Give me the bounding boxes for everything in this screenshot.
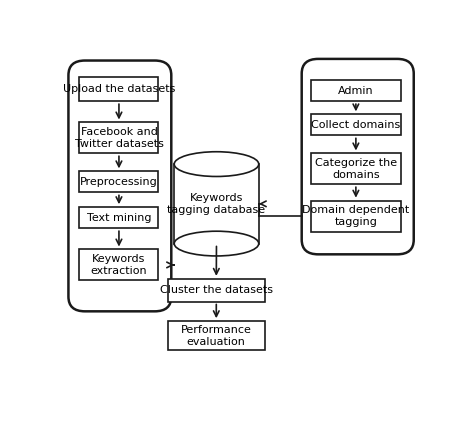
Text: Performance
evaluation: Performance evaluation [181,325,252,346]
Text: Facebook and
Twitter datasets: Facebook and Twitter datasets [74,127,164,149]
Text: Upload the datasets: Upload the datasets [63,84,175,94]
Text: Collect domains: Collect domains [311,120,401,130]
Bar [80,207,158,228]
Bar [174,164,259,244]
Text: Cluster the datasets: Cluster the datasets [160,285,273,295]
FancyBboxPatch shape [68,60,171,311]
Text: Preprocessing: Preprocessing [80,177,158,187]
Bar [311,201,401,231]
Text: Admin: Admin [338,86,374,96]
Text: Domain dependent
tagging: Domain dependent tagging [302,205,410,227]
Bar [80,122,158,154]
Bar [80,77,158,101]
FancyBboxPatch shape [301,59,414,254]
Bar [311,114,401,135]
Text: Text mining: Text mining [87,213,151,222]
Text: Keywords
extraction: Keywords extraction [91,254,147,276]
Text: Keywords
tagging database: Keywords tagging database [167,193,265,214]
Bar [80,250,158,280]
Bar [168,279,265,302]
Ellipse shape [174,231,259,256]
Bar [311,80,401,101]
Bar [311,154,401,184]
Ellipse shape [174,152,259,176]
Bar [168,321,265,350]
Text: Categorize the
domains: Categorize the domains [315,158,397,180]
Bar [80,171,158,192]
